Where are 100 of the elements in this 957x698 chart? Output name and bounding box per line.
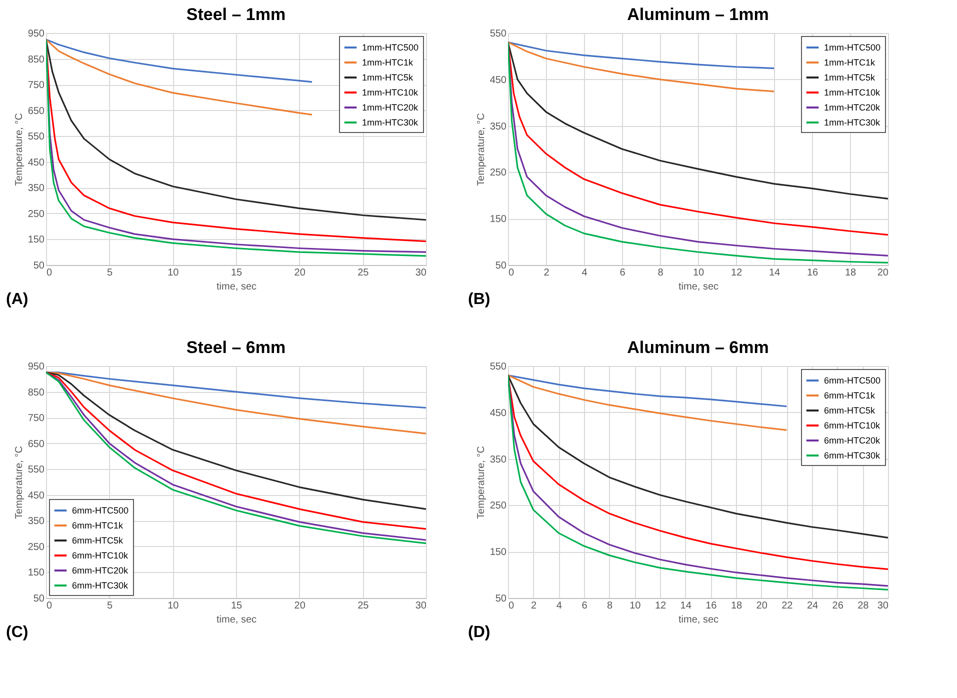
y-tick-label: 50 <box>495 594 507 604</box>
y-axis-title: Temperature, °C <box>476 113 487 186</box>
x-tick-label: 30 <box>877 600 889 612</box>
x-tick-label: 8 <box>607 600 614 612</box>
y-tick-label: 350 <box>490 121 507 132</box>
legend-label: 6mm-HTC500 <box>824 376 881 386</box>
legend-label: 1mm-HTC10k <box>362 88 419 98</box>
x-tick-label: 5 <box>107 268 114 278</box>
line-series <box>508 374 888 538</box>
legend-label: 6mm-HTC500 <box>72 506 129 516</box>
y-tick-label: 50 <box>33 594 45 604</box>
x-tick-label: 10 <box>692 268 704 278</box>
x-tick-label: 16 <box>806 268 818 278</box>
x-tick-label: 25 <box>358 600 370 612</box>
chart-title: Aluminum – 1mm <box>627 5 769 24</box>
x-tick-label: 10 <box>168 600 180 612</box>
y-tick-label: 550 <box>28 464 45 476</box>
y-axis-title: Temperature, °C <box>14 446 25 519</box>
x-tick-label: 15 <box>230 600 242 612</box>
x-tick-label: 30 <box>415 600 427 612</box>
legend-label: 1mm-HTC1k <box>362 58 414 68</box>
x-axis-title: time, sec <box>216 614 257 626</box>
x-tick-label: 30 <box>415 268 427 278</box>
legend-label: 1mm-HTC30k <box>824 118 881 128</box>
chart-title: Steel – 1mm <box>186 5 286 24</box>
legend-label: 1mm-HTC20k <box>824 102 881 112</box>
legend-label: 6mm-HTC5k <box>824 406 876 416</box>
legend-label: 6mm-HTC10k <box>72 550 129 560</box>
legend-label: 6mm-HTC20k <box>72 566 129 576</box>
y-axis-title: Temperature, °C <box>476 446 487 519</box>
y-tick-label: 150 <box>28 234 45 246</box>
legend-label: 6mm-HTC1k <box>824 390 876 400</box>
line-series <box>508 41 775 70</box>
legend-label: 6mm-HTC5k <box>72 536 124 546</box>
text: (B) <box>468 291 490 308</box>
y-tick-label: 150 <box>490 547 507 558</box>
x-tick-label: 4 <box>582 268 588 278</box>
x-axis-title: time, sec <box>678 614 719 626</box>
x-tick-label: 2 <box>531 600 538 612</box>
y-tick-label: 850 <box>28 387 45 398</box>
text: (A) <box>6 291 28 308</box>
legend-label: 1mm-HTC10k <box>824 88 881 98</box>
y-tick-label: 350 <box>490 454 507 466</box>
x-tick-label: 26 <box>832 600 844 612</box>
x-tick-label: 0 <box>508 600 514 612</box>
x-tick-label: 14 <box>680 600 692 612</box>
legend-label: 6mm-HTC30k <box>824 450 881 460</box>
y-tick-label: 250 <box>28 208 45 220</box>
y-tick-label: 850 <box>28 54 45 66</box>
x-tick-label: 18 <box>844 268 856 278</box>
x-tick-label: 15 <box>230 268 242 278</box>
legend-label: 1mm-HTC1k <box>824 58 876 68</box>
x-tick-label: 0 <box>508 268 514 278</box>
line-series <box>508 374 788 408</box>
line-series <box>46 372 426 409</box>
x-tick-label: 6 <box>620 268 626 278</box>
y-tick-label: 650 <box>28 106 45 117</box>
y-tick-label: 250 <box>490 500 507 512</box>
x-tick-label: 6 <box>582 600 588 612</box>
y-tick-label: 250 <box>28 542 45 553</box>
legend-label: 6mm-HTC20k <box>824 436 881 446</box>
y-tick-label: 750 <box>28 80 45 92</box>
text: (C) <box>6 624 28 641</box>
chart-title: Steel – 6mm <box>186 338 286 357</box>
y-axis-title: Temperature, °C <box>14 113 25 186</box>
y-tick-label: 50 <box>33 260 45 272</box>
x-tick-label: 14 <box>768 268 780 278</box>
x-tick-label: 24 <box>806 600 818 612</box>
line-series <box>508 41 888 200</box>
x-tick-label: 20 <box>294 268 306 278</box>
x-tick-label: 18 <box>730 600 742 612</box>
y-tick-label: 950 <box>28 28 45 40</box>
y-tick-label: 550 <box>28 132 45 143</box>
x-tick-label: 28 <box>858 600 870 612</box>
y-tick-label: 750 <box>28 413 45 424</box>
x-tick-label: 20 <box>294 600 306 612</box>
x-tick-label: 16 <box>706 600 718 612</box>
y-tick-label: 350 <box>28 516 45 528</box>
x-tick-label: 0 <box>46 600 52 612</box>
x-tick-label: 0 <box>46 268 52 278</box>
y-tick-label: 450 <box>490 74 507 86</box>
legend-label: 1mm-HTC30k <box>362 118 419 128</box>
y-tick-label: 550 <box>490 362 507 372</box>
x-tick-label: 22 <box>782 600 794 612</box>
x-tick-label: 2 <box>544 268 550 278</box>
x-tick-label: 4 <box>556 600 562 612</box>
line-series <box>46 372 426 434</box>
x-tick-label: 20 <box>877 268 889 278</box>
line-series <box>46 38 313 116</box>
legend-label: 1mm-HTC500 <box>362 42 419 52</box>
y-tick-label: 950 <box>28 362 45 372</box>
legend-label: 1mm-HTC5k <box>824 72 876 82</box>
x-axis-title: time, sec <box>216 282 257 292</box>
y-tick-label: 450 <box>490 408 507 419</box>
x-tick-label: 10 <box>630 600 642 612</box>
legend-label: 1mm-HTC500 <box>824 42 881 52</box>
line-series <box>46 38 313 83</box>
x-tick-label: 20 <box>756 600 768 612</box>
y-tick-label: 150 <box>28 568 45 579</box>
line-series <box>508 374 788 431</box>
